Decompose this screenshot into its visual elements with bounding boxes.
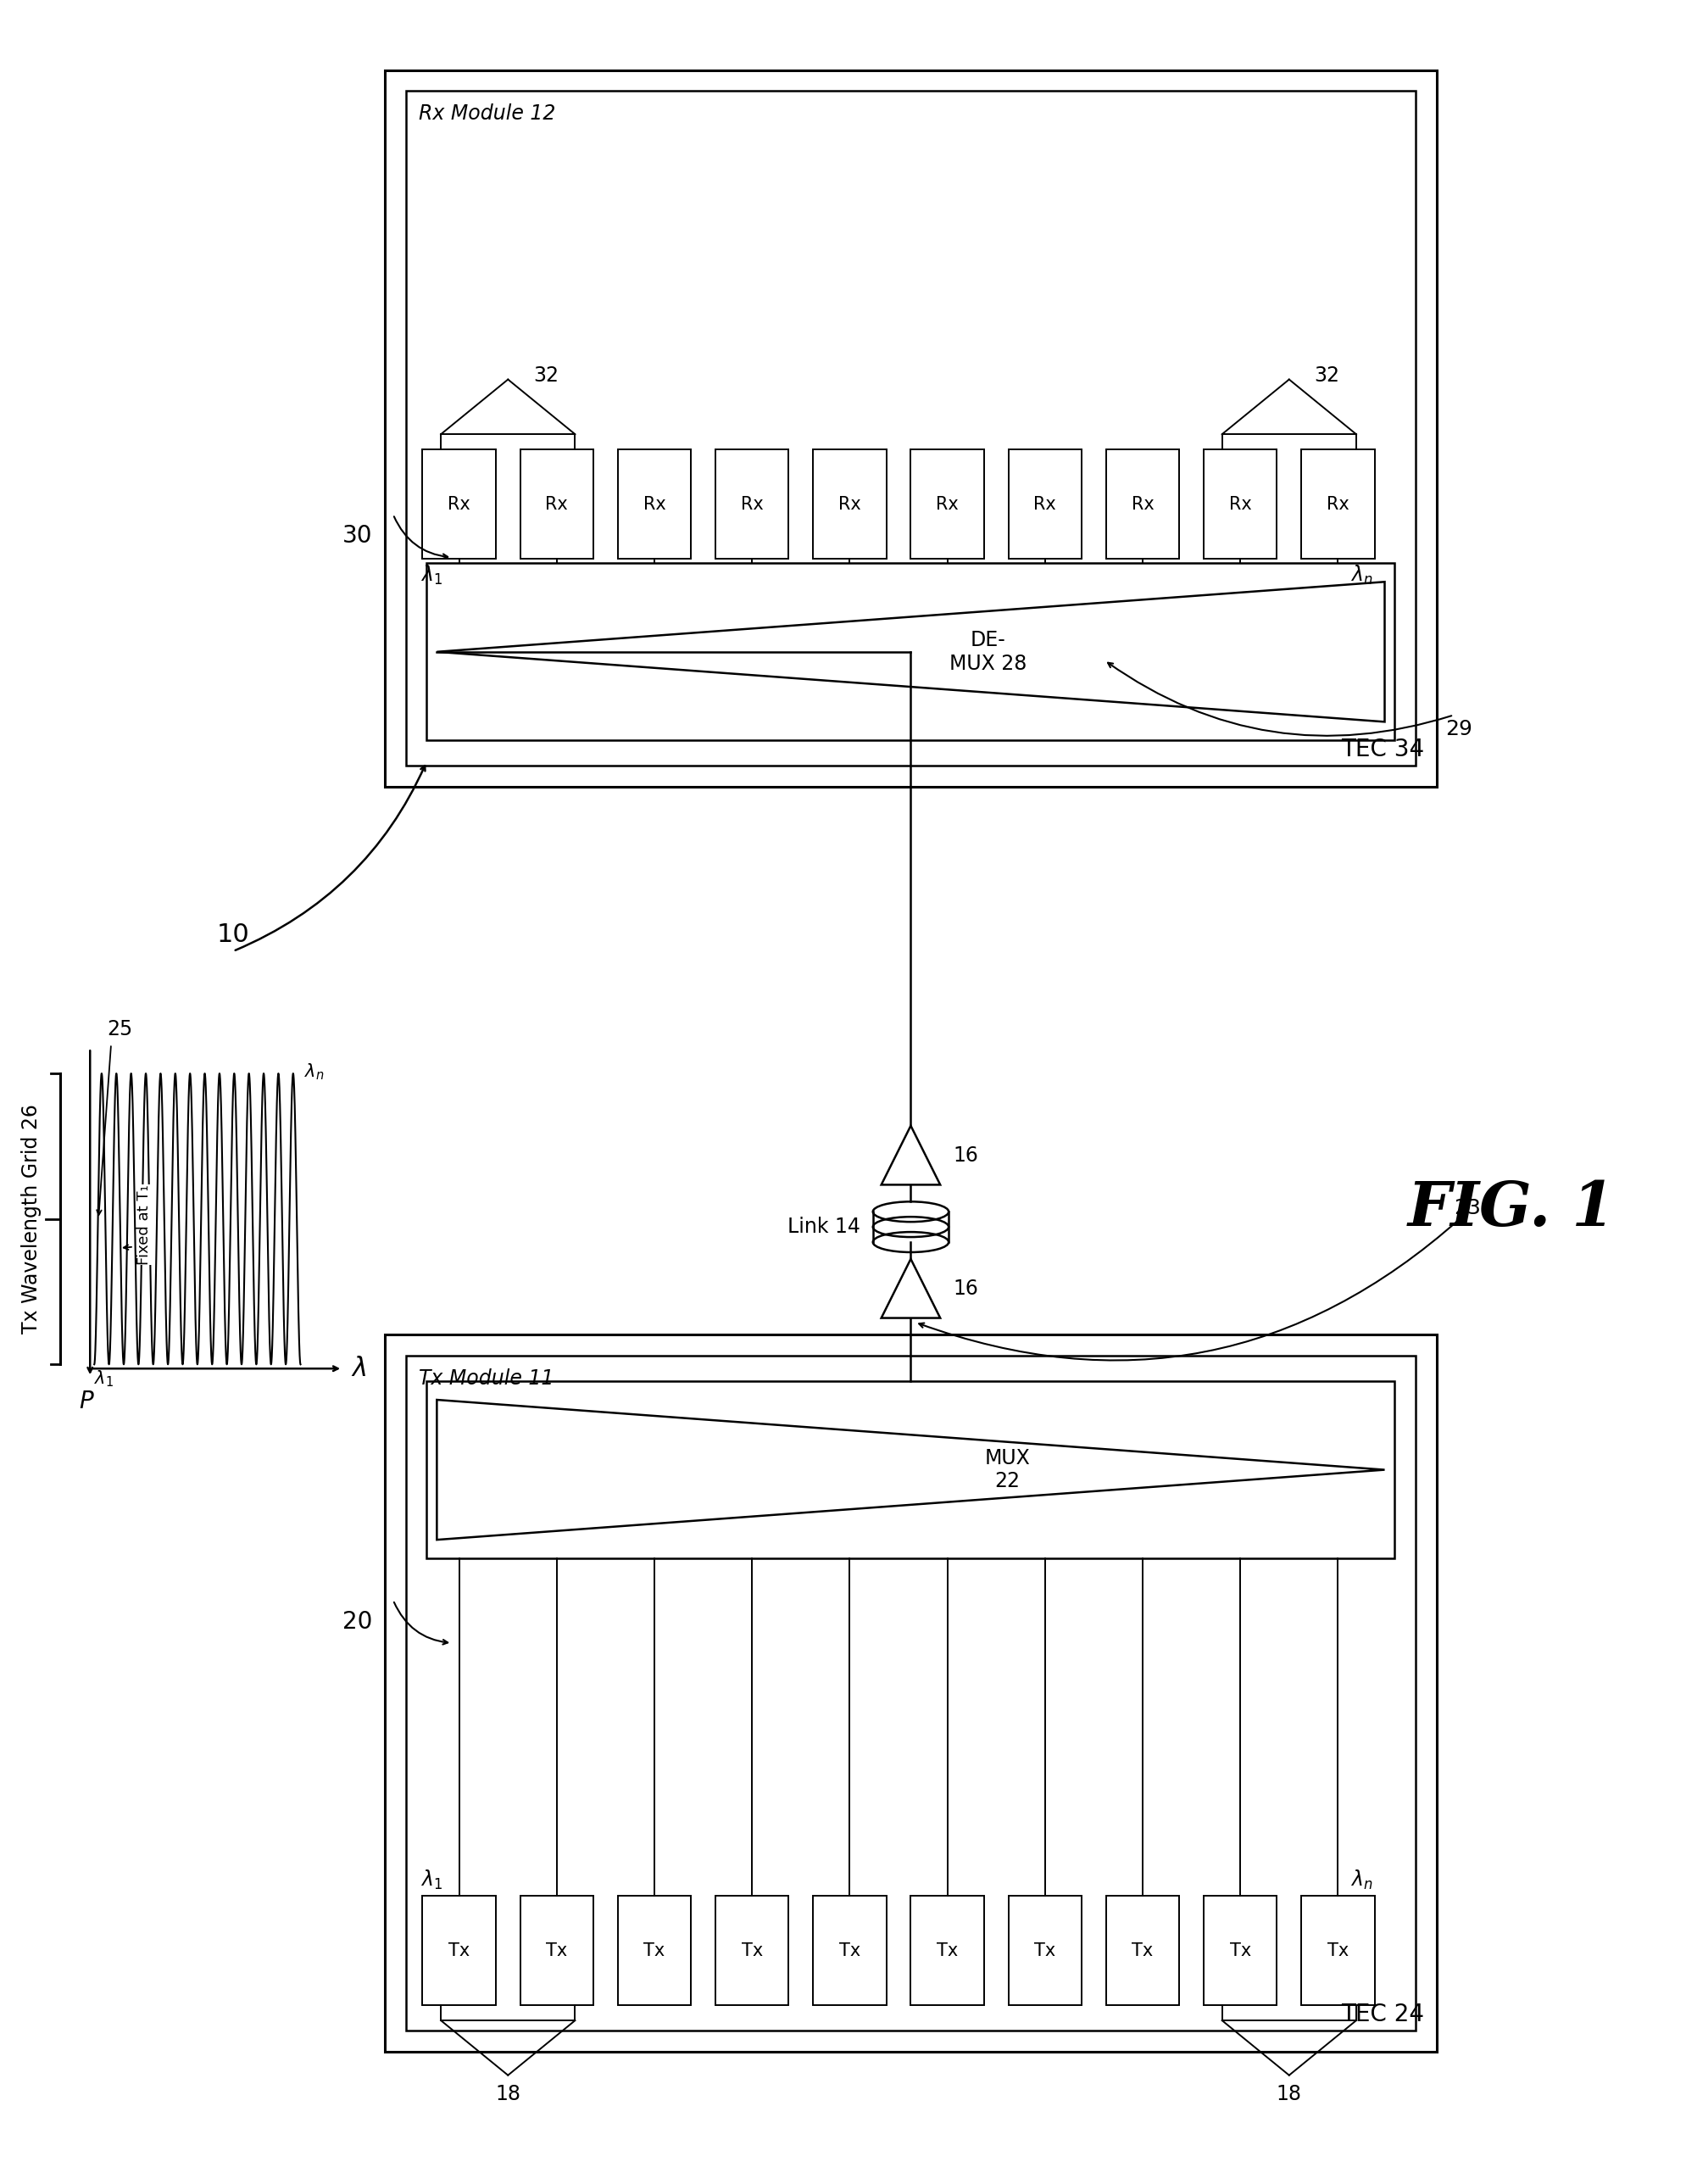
Text: Tx: Tx bbox=[546, 1942, 568, 1959]
Text: $\lambda_1$: $\lambda_1$ bbox=[420, 1867, 442, 1891]
Text: Tx: Tx bbox=[937, 1942, 958, 1959]
Bar bbox=[406, 1356, 1416, 2031]
Polygon shape bbox=[882, 1125, 941, 1184]
Text: Rx: Rx bbox=[448, 496, 470, 513]
Text: $\lambda_n$: $\lambda_n$ bbox=[1350, 1867, 1372, 1891]
Text: Rx: Rx bbox=[1131, 496, 1153, 513]
Text: Tx Module 11: Tx Module 11 bbox=[418, 1369, 553, 1389]
Text: Tx: Tx bbox=[1229, 1942, 1251, 1959]
Text: 18: 18 bbox=[496, 2084, 521, 2103]
Bar bbox=[521, 1896, 593, 2005]
Text: $\lambda_1$: $\lambda_1$ bbox=[94, 1369, 115, 1389]
Bar bbox=[427, 1380, 1394, 1559]
Text: 16: 16 bbox=[953, 1144, 978, 1166]
Text: $\lambda_1$: $\lambda_1$ bbox=[420, 563, 442, 585]
Text: Tx: Tx bbox=[1131, 1942, 1153, 1959]
Text: Rx: Rx bbox=[642, 496, 666, 513]
Text: Tx: Tx bbox=[448, 1942, 470, 1959]
Text: Tx: Tx bbox=[1327, 1942, 1349, 1959]
Text: Rx: Rx bbox=[740, 496, 764, 513]
Bar bbox=[1106, 450, 1179, 559]
Bar bbox=[384, 1334, 1436, 2051]
Text: Tx: Tx bbox=[742, 1942, 762, 1959]
Bar bbox=[715, 450, 789, 559]
Text: $\lambda_n$: $\lambda_n$ bbox=[1350, 563, 1372, 585]
Bar bbox=[521, 450, 593, 559]
Text: Tx: Tx bbox=[644, 1942, 666, 1959]
Bar bbox=[910, 1896, 985, 2005]
Text: $\lambda$: $\lambda$ bbox=[351, 1356, 366, 1380]
Bar bbox=[1302, 1896, 1374, 2005]
Text: 16: 16 bbox=[953, 1278, 978, 1299]
Text: 29: 29 bbox=[1445, 719, 1472, 740]
Text: TEC 24: TEC 24 bbox=[1340, 2003, 1425, 2027]
Bar bbox=[427, 563, 1394, 740]
Text: TEC 34: TEC 34 bbox=[1340, 738, 1425, 762]
Text: Rx: Rx bbox=[1034, 496, 1057, 513]
Text: Tx: Tx bbox=[840, 1942, 860, 1959]
Bar bbox=[813, 450, 887, 559]
Text: FIG. 1: FIG. 1 bbox=[1408, 1179, 1615, 1238]
Text: P: P bbox=[79, 1389, 93, 1413]
Text: 32: 32 bbox=[1315, 365, 1340, 384]
Bar bbox=[423, 1896, 496, 2005]
Text: 10: 10 bbox=[217, 922, 250, 946]
Text: Rx Module 12: Rx Module 12 bbox=[418, 103, 555, 124]
Text: Fixed at T₁: Fixed at T₁ bbox=[137, 1184, 152, 1265]
Text: 25: 25 bbox=[106, 1020, 133, 1040]
Bar bbox=[1008, 1896, 1082, 2005]
Text: Rx: Rx bbox=[1229, 496, 1251, 513]
Bar bbox=[715, 1896, 789, 2005]
Text: Rx: Rx bbox=[936, 496, 959, 513]
Bar bbox=[617, 450, 691, 559]
Bar bbox=[1106, 1896, 1179, 2005]
Bar bbox=[1204, 450, 1276, 559]
Text: Tx Wavelength Grid 26: Tx Wavelength Grid 26 bbox=[20, 1105, 42, 1334]
Bar bbox=[813, 1896, 887, 2005]
Text: Tx: Tx bbox=[1034, 1942, 1055, 1959]
Text: 18: 18 bbox=[1276, 2084, 1302, 2103]
Text: Rx: Rx bbox=[1327, 496, 1349, 513]
Text: 32: 32 bbox=[533, 365, 558, 384]
Text: DE-
MUX 28: DE- MUX 28 bbox=[949, 629, 1027, 675]
Text: 20: 20 bbox=[342, 1610, 373, 1634]
Text: 23: 23 bbox=[1453, 1199, 1480, 1219]
Bar bbox=[1204, 1896, 1276, 2005]
Text: Link 14: Link 14 bbox=[787, 1216, 860, 1236]
Text: Rx: Rx bbox=[546, 496, 568, 513]
Bar bbox=[1302, 450, 1374, 559]
Bar bbox=[423, 450, 496, 559]
Bar bbox=[617, 1896, 691, 2005]
Bar bbox=[910, 450, 985, 559]
Text: $\lambda_n$: $\lambda_n$ bbox=[305, 1061, 325, 1081]
Bar bbox=[406, 92, 1416, 767]
Text: Rx: Rx bbox=[838, 496, 862, 513]
Polygon shape bbox=[882, 1258, 941, 1317]
Bar bbox=[1008, 450, 1082, 559]
Text: 30: 30 bbox=[342, 524, 373, 548]
Bar bbox=[384, 70, 1436, 786]
Text: MUX
22: MUX 22 bbox=[985, 1448, 1030, 1492]
